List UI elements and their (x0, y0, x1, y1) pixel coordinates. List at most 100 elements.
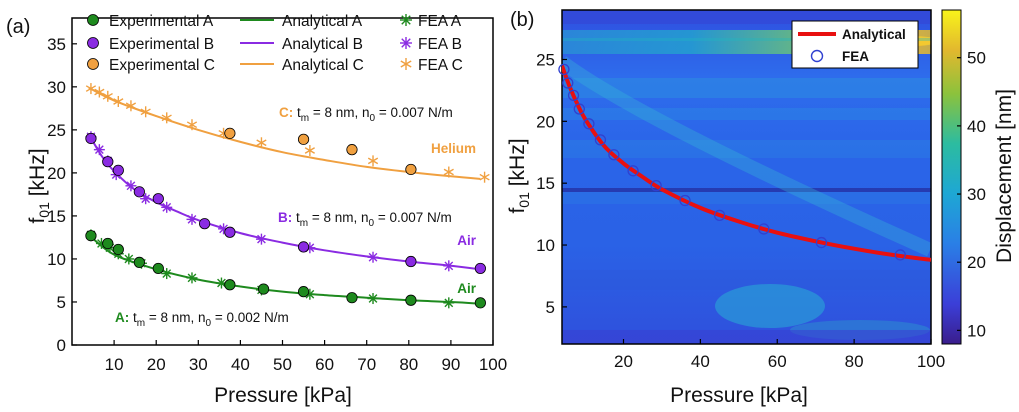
y-tick-label-a: 25 (47, 121, 66, 140)
colorbar-tick-label: 40 (967, 117, 986, 136)
experimental-point-a (257, 283, 270, 295)
legend-item-b: FEA (810, 49, 869, 64)
marks-a (85, 83, 490, 309)
heatmap-ridge (562, 56, 931, 257)
experimental-point-b (297, 241, 310, 253)
legend-a: Experimental A Analytical A FEA A Experimen… (87, 13, 463, 74)
annotation-medium-a: Air (457, 281, 477, 296)
x-tick-label-a: 30 (189, 355, 208, 374)
annotation-params-a: A: tm = 8 nm, n0 = 0.002 N/m (115, 310, 289, 329)
fea-point-b (125, 180, 137, 192)
fea-point-b (758, 223, 770, 235)
fea-point-c (85, 83, 97, 95)
x-tick-label-a: 60 (315, 355, 334, 374)
x-tick-label-a: 70 (357, 355, 376, 374)
analytical-line-b (562, 65, 931, 262)
colorbar (941, 9, 962, 345)
y-tick-label-a: 0 (57, 336, 66, 355)
colorbar-tick-label: 30 (967, 185, 986, 204)
annotation-params-c: C: tm = 8 nm, n0 = 0.007 N/m (279, 105, 453, 124)
x-tick-label-a: 20 (147, 355, 166, 374)
experimental-point-b (152, 193, 164, 205)
heatmap-streak-2 (562, 108, 931, 120)
experimental-point-a (224, 279, 236, 291)
fea-point-b (367, 251, 379, 263)
marks-b (558, 63, 906, 261)
y-tick-label-a: 15 (47, 207, 66, 226)
legend-label-a: FEA C (418, 57, 463, 74)
y-tick-label-a: 35 (47, 35, 66, 54)
x-tick-label-b: 20 (614, 352, 633, 371)
fea-point-b (567, 89, 580, 102)
x-tick-label-a: 10 (105, 355, 124, 374)
fea-point-c (443, 166, 454, 178)
y-tick-label-b: 25 (536, 50, 555, 69)
legend-label-a: Experimental B (109, 36, 214, 53)
legend-item-b: Analytical (798, 27, 906, 42)
curves-b (562, 65, 931, 262)
fea-point-c (102, 90, 113, 102)
y-tick-label-a: 10 (47, 250, 66, 269)
y-tick-label-b: 20 (536, 112, 555, 131)
experimental-point-a (85, 230, 97, 242)
fea-point-b (608, 149, 620, 161)
fea-point-a (367, 293, 379, 305)
x-tick-label-a: 90 (441, 355, 460, 374)
fea-point-c (304, 145, 315, 157)
experimental-point-b (102, 156, 114, 168)
fea-point-c (256, 137, 267, 149)
annotation-params-b: B: tm = 8 nm, n0 = 0.007 N/m (278, 210, 452, 229)
y-tick-label-a: 20 (47, 164, 66, 183)
fea-point-a (215, 277, 227, 289)
colorbar-tick-label: 50 (967, 49, 986, 68)
y-tick-label-a: 5 (57, 293, 66, 312)
experimental-point-c (346, 144, 358, 156)
fea-point-a (161, 268, 173, 280)
experimental-point-a (152, 262, 164, 275)
colorbar-tick-label: 20 (967, 253, 986, 272)
experimental-point-a (297, 286, 310, 298)
legend-marker-star (400, 58, 412, 70)
x-tick-label-a: 50 (273, 355, 292, 374)
legend-item-a: Analytical C (240, 57, 364, 74)
fea-point-c (367, 155, 379, 167)
fea-point-b (815, 236, 828, 249)
fea-point-c (113, 95, 124, 107)
panel-label-b: (b) (510, 9, 534, 31)
legend-item-a: Experimental C (87, 57, 215, 74)
legend-label-a: Analytical C (282, 57, 364, 74)
analytical-line-c (88, 86, 481, 180)
experimental-point-a (474, 297, 486, 309)
experimental-point-b (224, 226, 236, 238)
fea-point-b (627, 165, 639, 177)
fea-point-b (558, 63, 570, 76)
heatmap-bottom (562, 330, 931, 344)
legend-marker-star (400, 14, 412, 26)
x-axis-label-b: Pressure [kPa] (670, 384, 808, 407)
legend-item-a: Experimental A (87, 13, 214, 30)
colorbar-label: Displacement [nm] (993, 89, 1016, 263)
legend-label-a: Analytical A (282, 13, 363, 30)
colorbar-ticks: 10 20 30 40 50 (957, 49, 986, 340)
panel-b: (b) 20 40 60 80 100 5 10 15 20 25 (506, 9, 1016, 407)
legend-marker-dot (87, 14, 99, 26)
fea-point-b (443, 260, 455, 272)
legend-item-a: FEA B (400, 36, 462, 53)
fea-point-a (186, 272, 198, 284)
heatmap (562, 10, 931, 344)
y-tick-label-a: 30 (47, 78, 66, 97)
x-tick-label-b: 80 (845, 352, 864, 371)
fea-point-a (123, 253, 135, 265)
experimental-point-c (297, 133, 310, 145)
fea-point-b (583, 118, 595, 130)
annotation-medium-b: Air (457, 233, 477, 248)
x-tick-label-b: 60 (768, 352, 787, 371)
fea-point-c (140, 106, 151, 118)
fea-point-c (161, 112, 172, 124)
heatmap-streak-4 (562, 192, 931, 204)
legend-b: Analytical FEA (791, 20, 919, 69)
heatmap-streak-5 (562, 270, 931, 290)
experimental-point-c (405, 163, 417, 176)
fea-point-b (562, 77, 574, 89)
fea-point-b (93, 144, 105, 156)
